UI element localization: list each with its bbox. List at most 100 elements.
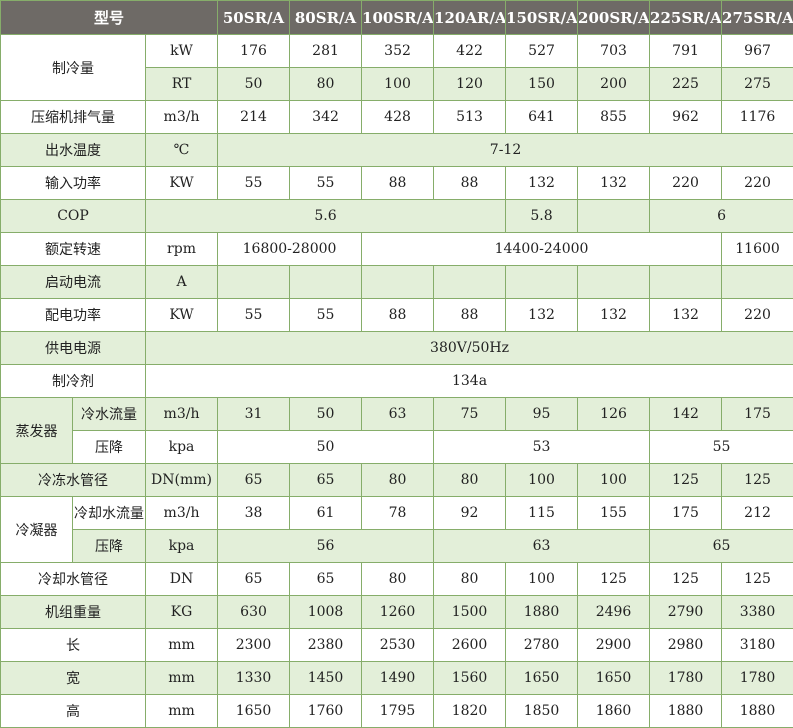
table-cell: 630 [217,595,291,629]
table-cell: 967 [721,34,793,68]
table-cell: 80 [289,67,363,101]
table-cell [433,265,507,299]
table-cell: mm [144,628,219,662]
table-cell: 2980 [649,628,723,662]
table-cell [649,265,723,299]
table-cell: 513 [433,100,507,134]
table-cell: DN(mm) [144,463,219,497]
table-cell: 1780 [649,661,723,695]
table-cell: 134a [144,364,793,398]
header-model: 200SR/A [577,0,651,35]
table-cell: 1650 [217,694,291,728]
table-cell: 1780 [721,661,793,695]
table-cell: 长 [0,628,146,662]
table-cell: 95 [505,397,579,431]
table-cell: 132 [577,166,651,200]
table-cell: 342 [289,100,363,134]
table-cell: 压降 [72,529,146,563]
table-cell: 75 [433,397,507,431]
table-cell: 配电功率 [0,298,146,332]
table-row: 压缩机排气量 m3/h 214 342 428 513 641 855 962 1176 [0,100,793,134]
table-cell: 16800-28000 [217,232,363,266]
table-cell: 214 [217,100,291,134]
table-cell: 275 [721,67,793,101]
table-cell: 88 [433,166,507,200]
table-cell: RT [144,67,219,101]
table-cell: 1650 [577,661,651,695]
table-cell: 启动电流 [0,265,146,299]
table-cell: 100 [505,463,579,497]
table-row: 机组重量 KG 630 1008 1260 1500 1880 2496 2790 3380 [0,595,793,629]
table-cell: COP [0,199,146,233]
header-model: 120AR/A [433,0,507,35]
table-cell: mm [144,661,219,695]
table-cell: 703 [577,34,651,68]
table-cell: KW [144,166,219,200]
table-cell: 220 [649,166,723,200]
table-cell: 冷冻水管径 [0,463,146,497]
table-row: 长 mm 2300 2380 2530 2600 2780 2900 2980 3180 [0,628,793,662]
table-cell [577,265,651,299]
table-cell: 80 [361,562,435,596]
table-cell: rpm [144,232,219,266]
table-row: 冷却水管径 DN 65 65 80 80 100 125 125 125 [0,562,793,596]
table-cell: 115 [505,496,579,530]
table-cell: 125 [721,463,793,497]
table-cell: 1860 [577,694,651,728]
table-cell: 出水温度 [0,133,146,167]
table-cell: 1260 [361,595,435,629]
table-row: RT 50 80 100 120 150 200 225 275 [1,67,793,101]
table-cell: 352 [361,34,435,68]
table-row: 配电功率 KW 55 55 88 88 132 132 132 220 [0,298,793,332]
table-cell: mm [144,694,219,728]
table-cell: 宽 [0,661,146,695]
table-cell: 55 [289,166,363,200]
table-cell: 制冷剂 [0,364,146,398]
header-model: 80SR/A [289,0,363,35]
table-cell: 80 [361,463,435,497]
table-cell: 2530 [361,628,435,662]
table-cell: 125 [649,562,723,596]
table-cell: 压缩机排气量 [0,100,146,134]
table-cell [577,199,651,233]
table-cell: 冷水流量 [72,397,146,431]
table-cell: 1450 [289,661,363,695]
table-cell: 额定转速 [0,232,146,266]
table-cell: 1500 [433,595,507,629]
table-row: COP 5.6 5.8 6 [0,199,793,233]
table-cell: 120 [433,67,507,101]
table-cell: 63 [433,529,651,563]
table-cell: 2600 [433,628,507,662]
table-row: 压降 kpa 50 53 55 [1,430,793,464]
table-row: 出水温度 ℃ 7-12 [0,133,793,167]
table-row: 压降 kpa 56 63 65 [1,529,793,563]
table-cell: 100 [361,67,435,101]
table-cell: 92 [433,496,507,530]
table-cell: 176 [217,34,291,68]
table-cell: kpa [144,529,219,563]
header-row: 型号 50SR/A 80SR/A 100SR/A 120AR/A 150SR/A 200S… [0,0,793,35]
table-cell: 供电电源 [0,331,146,365]
table-cell: kpa [144,430,219,464]
table-cell: 50 [217,67,291,101]
table-cell: 53 [433,430,651,464]
table-cell: 50 [217,430,435,464]
table-cell: 压降 [72,430,146,464]
table-cell: DN [144,562,219,596]
table-cell: 132 [505,166,579,200]
table-cell: 100 [577,463,651,497]
table-row: 高 mm 1650 1760 1795 1820 1850 1860 1880 1880 [0,694,793,728]
header-model-label: 型号 [0,0,219,35]
table-cell: 88 [361,166,435,200]
table-cell: 200 [577,67,651,101]
table-cell: 65 [217,562,291,596]
table-cell [721,265,793,299]
table-cell: 1176 [721,100,793,134]
table-cell: 132 [505,298,579,332]
table-row: 供电电源 380V/50Hz [0,331,793,365]
table-cell: 2790 [649,595,723,629]
table-cell: 380V/50Hz [144,331,793,365]
table-row: 蒸发器 冷水流量 m3/h 31 50 63 75 95 126 142 175 [0,397,793,464]
table-cell: KW [144,298,219,332]
table-cell: 791 [649,34,723,68]
